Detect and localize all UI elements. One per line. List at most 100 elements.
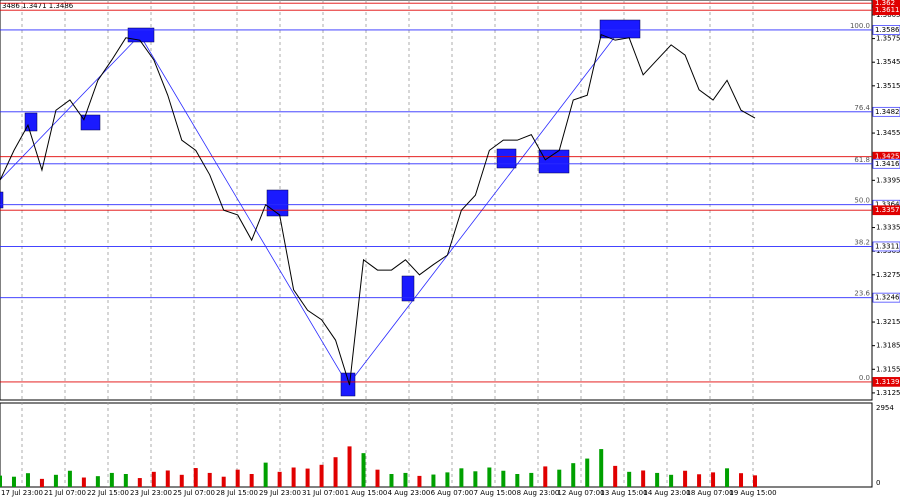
fib-label: 0.0 — [859, 374, 870, 382]
y-tick-label: 1.3515 — [876, 82, 900, 90]
volume-bar — [305, 468, 310, 487]
level-label: 1.3425 — [875, 153, 900, 161]
fib-label: 61.8 — [854, 156, 870, 164]
volume-bar — [613, 465, 618, 487]
volume-bar — [123, 474, 128, 487]
volume-bar — [67, 470, 72, 487]
level-label-box — [872, 377, 900, 387]
y-tick-label: 1.3335 — [876, 224, 900, 232]
volume-bar — [725, 468, 730, 487]
volume-bar — [249, 474, 254, 487]
volume-bar — [361, 453, 366, 487]
volume-max-label: 2954 — [876, 404, 894, 412]
x-tick-label: 6 Aug 07:00 — [431, 489, 474, 497]
level-label-box — [872, 292, 900, 303]
volume-bar — [39, 478, 44, 487]
level-label-box — [872, 106, 900, 117]
volume-bar — [95, 476, 100, 487]
volume-bar — [627, 471, 632, 487]
marker — [538, 149, 570, 174]
y-tick-label: 1.3395 — [876, 176, 900, 184]
volume-bar — [739, 473, 744, 487]
volume-bar — [599, 449, 604, 487]
y-tick-label: 1.3545 — [876, 58, 900, 66]
level-label: 1.3246 — [875, 294, 900, 302]
marker — [0, 191, 4, 209]
volume-bar — [291, 467, 296, 487]
volume-bar — [375, 469, 380, 487]
fib-label: 38.2 — [854, 238, 870, 246]
x-tick-label: 4 Aug 23:00 — [388, 489, 431, 497]
volume-bar — [459, 468, 464, 487]
level-label: 1.3357 — [875, 206, 900, 214]
y-tick-label: 1.3455 — [876, 129, 900, 137]
volume-bar — [389, 474, 394, 487]
marker — [401, 275, 415, 302]
volume-bar — [347, 446, 352, 487]
volume-bar — [711, 472, 716, 487]
level-label-box — [872, 25, 900, 35]
x-tick-label: 18 Aug 07:00 — [686, 489, 733, 497]
volume-bar — [0, 475, 2, 487]
volume-bar — [277, 471, 282, 487]
volume-bar — [487, 467, 492, 487]
marker — [266, 189, 289, 217]
volume-bar — [179, 474, 184, 487]
volume-bar — [151, 471, 156, 487]
volume-bar — [669, 474, 674, 487]
volume-bar — [501, 470, 506, 487]
volume-bar — [11, 476, 16, 487]
grid — [21, 0, 754, 487]
price-line — [0, 33, 756, 386]
volume-bar — [333, 457, 338, 487]
volume-bar — [417, 475, 422, 487]
marker — [496, 148, 517, 169]
volume-bar — [557, 469, 562, 487]
volume-bar — [319, 464, 324, 487]
volume-bar — [571, 463, 576, 487]
volume-bar — [81, 477, 86, 487]
volume-min-label: 0 — [876, 479, 880, 487]
y-tick-label: 1.3125 — [876, 389, 900, 397]
volume-bar — [641, 470, 646, 487]
volume-bar — [431, 474, 436, 487]
x-tick-label: 23 Jul 23:00 — [130, 489, 172, 497]
volume-bar — [25, 473, 30, 487]
volume-bar — [235, 469, 240, 487]
fib-label: 50.0 — [854, 197, 870, 205]
level-label: 1.3311 — [875, 242, 900, 250]
volume-bar — [697, 474, 702, 487]
volume-bar — [263, 462, 268, 487]
level-label: 1.3416 — [875, 160, 900, 168]
x-tick-label: 7 Aug 15:00 — [474, 489, 517, 497]
price-panel — [0, 0, 873, 401]
level-label-box — [872, 158, 900, 169]
volume-bar — [473, 471, 478, 487]
y-tick-label: 1.3575 — [876, 35, 900, 43]
volume-bar — [585, 458, 590, 487]
volume-bar — [165, 470, 170, 487]
info-text: 3486 1.3471 1.3486 — [2, 2, 74, 10]
volume-bar — [53, 474, 58, 487]
volume-bar — [543, 466, 548, 487]
marker — [80, 114, 101, 131]
x-tick-label: 29 Jul 23:00 — [259, 489, 301, 497]
fib-label: 100.0 — [850, 22, 870, 30]
volume-bar — [403, 472, 408, 487]
fib-label: 76.4 — [854, 104, 870, 112]
x-tick-label: 28 Jul 15:00 — [216, 489, 258, 497]
marker — [599, 19, 641, 39]
volume-bar — [753, 475, 757, 487]
trend-line — [0, 34, 141, 181]
volume-panel — [0, 402, 873, 488]
x-tick-label: 22 Jul 15:00 — [87, 489, 129, 497]
fib-label: 23.6 — [854, 290, 870, 298]
volume-bar — [193, 468, 198, 487]
x-tick-label: 25 Jul 07:00 — [173, 489, 215, 497]
y-tick-label: 1.3215 — [876, 318, 900, 326]
x-tick-label: 17 Jul 23:00 — [1, 489, 43, 497]
x-tick-label: 13 Aug 15:00 — [600, 489, 647, 497]
volume-bar — [529, 472, 534, 487]
